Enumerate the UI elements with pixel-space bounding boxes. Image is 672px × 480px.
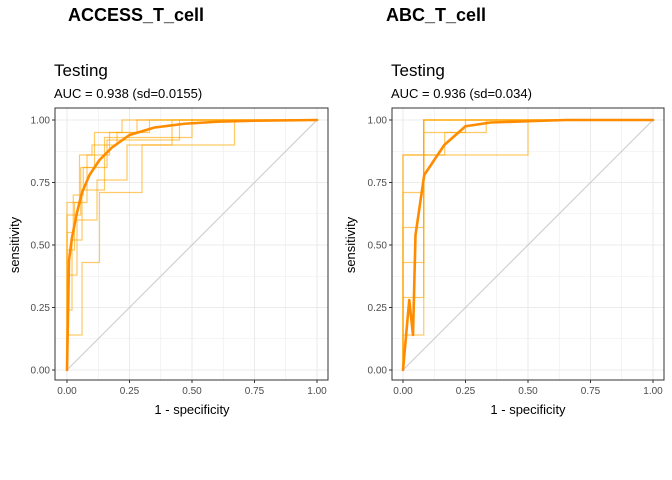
y-tick-label: 0.25 <box>31 303 51 314</box>
y-tick-label: 0.50 <box>31 241 51 252</box>
fold-roc-curve <box>66 119 317 370</box>
mean-roc-curve <box>65 118 319 372</box>
x-tick-label: 1.00 <box>643 386 663 397</box>
x-tick-label: 0.25 <box>456 386 476 397</box>
reference-diagonal <box>66 119 318 371</box>
reference-diagonal <box>402 119 654 371</box>
chart-subtitle: AUC = 0.936 (sd=0.034) <box>391 86 532 101</box>
y-tick-label: 0.50 <box>368 241 388 252</box>
panel-header: ABC_T_cell <box>386 5 486 25</box>
x-tick-label: 1.00 <box>307 386 327 397</box>
y-tick-label: 0.75 <box>368 178 388 189</box>
x-tick-label: 0.75 <box>581 386 601 397</box>
y-tick-label: 0.75 <box>31 178 51 189</box>
y-axis-title: sensitivity <box>7 216 22 273</box>
x-tick-label: 0.50 <box>518 386 538 397</box>
y-tick-label: 0.25 <box>368 303 388 314</box>
y-tick-label: 0.00 <box>31 366 51 377</box>
chart-title: Testing <box>54 61 108 80</box>
x-tick-label: 0.00 <box>393 386 413 397</box>
x-axis-title: 1 - specificity <box>154 402 230 417</box>
x-axis-title: 1 - specificity <box>490 402 566 417</box>
y-tick-label: 0.00 <box>368 366 388 377</box>
x-tick-label: 0.75 <box>245 386 265 397</box>
x-tick-label: 0.00 <box>57 386 77 397</box>
roc-plot-access-t-cell: 0.00 0.25 0.50 0.75 1.00 0.00 0.25 0.50 0.75 1.00 <box>31 107 329 397</box>
panel-header: ACCESS_T_cell <box>68 5 204 25</box>
roc-plot-abc-t-cell: 0.00 0.25 0.50 0.75 1.00 0.00 0.25 0.50 0.75 1.00 <box>368 107 665 397</box>
y-tick-label: 1.00 <box>368 116 388 127</box>
chart-subtitle: AUC = 0.938 (sd=0.0155) <box>54 86 202 101</box>
fold-roc-curve <box>402 119 653 370</box>
chart-title: Testing <box>391 61 445 80</box>
y-axis-title: sensitivity <box>343 216 358 273</box>
fold-roc-curve <box>66 119 317 370</box>
fold-roc-curve <box>66 119 317 370</box>
x-tick-label: 0.25 <box>120 386 140 397</box>
y-tick-label: 1.00 <box>31 116 51 127</box>
fold-roc-curve <box>66 119 317 370</box>
mean-roc-curve <box>401 118 655 372</box>
x-tick-label: 0.50 <box>182 386 202 397</box>
